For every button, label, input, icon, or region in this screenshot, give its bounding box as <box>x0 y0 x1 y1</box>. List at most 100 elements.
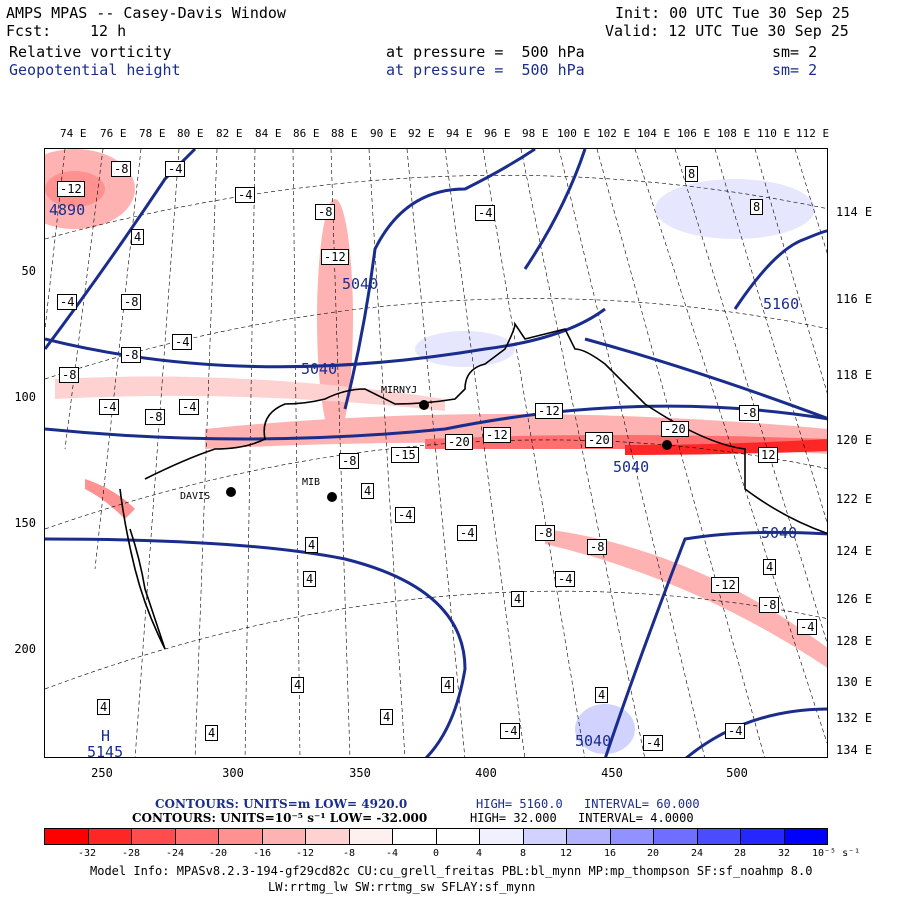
colorbar-segment <box>741 829 785 844</box>
vort-label: -8 <box>535 525 556 541</box>
vort-label: 8 <box>750 199 764 215</box>
vort-label: 4 <box>305 537 319 553</box>
top-tick-label: 108 E <box>717 127 751 140</box>
vort-label: -4 <box>797 619 818 635</box>
top-tick-label: 104 E <box>637 127 671 140</box>
vort-label: -20 <box>661 421 689 437</box>
colorbar-segment <box>45 829 89 844</box>
vort-label: 4 <box>511 591 525 607</box>
meridian-line <box>596 149 765 757</box>
vort-label: -4 <box>725 723 746 739</box>
left-tick-label: 50 <box>21 264 36 278</box>
vort-label: 8 <box>685 166 699 182</box>
vort-label: 4 <box>595 687 609 703</box>
meridian-line <box>194 149 218 757</box>
vort-label: -4 <box>179 399 200 415</box>
vort-label: -4 <box>172 334 193 350</box>
meridian-line <box>64 149 104 450</box>
height-label: 5040 <box>613 458 649 476</box>
vort-label: 4 <box>380 709 394 725</box>
bottom-tick-label: 450 <box>601 766 623 780</box>
vorticity-shade <box>545 529 827 668</box>
height-contour <box>45 537 467 757</box>
height-contour-high: HIGH= 5160.0 <box>476 797 563 811</box>
meridian-line <box>45 149 66 330</box>
height-contour <box>584 337 827 420</box>
left-tick-label: 100 <box>14 390 36 404</box>
graticule <box>45 149 827 757</box>
top-tick-label: 106 E <box>677 127 711 140</box>
high-marker: H <box>101 727 110 745</box>
bottom-tick-label: 250 <box>91 766 113 780</box>
parallel-line <box>45 439 827 530</box>
vort-label: -4 <box>500 723 521 739</box>
field2-level: at pressure = 500 hPa <box>386 61 585 79</box>
height-contour <box>343 149 536 410</box>
colorbar-label: -28 <box>121 848 141 859</box>
vort-label: -8 <box>59 367 80 383</box>
colorbar-segment <box>784 829 827 844</box>
height-label: 5040 <box>342 275 378 293</box>
meridian-line <box>794 149 827 254</box>
parallel-line <box>45 298 827 380</box>
meridian-line <box>674 149 827 644</box>
colorbar-segment <box>436 829 480 844</box>
colorbar-segment <box>262 829 306 844</box>
colorbar-label: -8 <box>342 848 356 859</box>
bottom-tick-label: 400 <box>475 766 497 780</box>
top-tick-label: 74 E <box>60 127 87 140</box>
height-label: 5145 <box>87 743 123 758</box>
colorbar-label: -32 <box>77 848 97 859</box>
colorbar-segment <box>132 829 176 844</box>
vort-label: -4 <box>643 735 664 751</box>
vort-label: 4 <box>361 483 375 499</box>
height-label: 4890 <box>49 201 85 219</box>
field1-name: Relative vorticity <box>9 43 172 61</box>
right-tick-label: 132 E <box>836 711 873 725</box>
vort-label: 4 <box>97 699 111 715</box>
right-tick-label: 122 E <box>836 492 873 506</box>
parallel-line <box>45 590 827 690</box>
station-marker <box>327 492 337 502</box>
vort-label: -8 <box>121 294 142 310</box>
meridian-line <box>754 149 827 394</box>
top-tick-label: 102 E <box>597 127 631 140</box>
vort-label: -20 <box>445 434 473 450</box>
colorbar-segment <box>480 829 524 844</box>
station-marker <box>226 487 236 497</box>
valid-time: Valid: 12 UTC Tue 30 Sep 25 <box>605 22 849 40</box>
right-tick-label: 128 E <box>836 634 873 648</box>
colorbar-units: 10⁻⁵ s⁻¹ <box>812 848 861 859</box>
colorbar-label: 32 <box>777 848 791 859</box>
colorbar-label: 0 <box>432 848 440 859</box>
height-contour <box>685 707 827 757</box>
colorbar-segment <box>697 829 741 844</box>
vorticity-shade <box>55 376 445 411</box>
station-marker <box>419 400 429 410</box>
map-panel[interactable]: MIRNYJ MIB DAVIS 4890 5040 5040 5160 504… <box>44 148 828 758</box>
vort-label: -12 <box>57 181 85 197</box>
meridian-line <box>244 149 256 757</box>
colorbar-segment <box>88 829 132 844</box>
right-tick-label: 118 E <box>836 368 873 382</box>
model-info-line2: LW:rrtmg_lw SW:rrtmg_sw SFLAY:sf_mynn <box>268 880 536 894</box>
station-label: MIRNYJ <box>381 385 417 396</box>
colorbar-segment <box>523 829 567 844</box>
colorbar-segment <box>393 829 437 844</box>
vort-label: 4 <box>763 559 777 575</box>
map-canvas: MIRNYJ MIB DAVIS 4890 5040 5040 5160 504… <box>45 149 827 758</box>
vort-label: -4 <box>457 525 478 541</box>
right-tick-label: 116 E <box>836 292 873 306</box>
parallel-line <box>45 175 827 240</box>
vort-label: -12 <box>483 427 511 443</box>
bottom-tick-label: 500 <box>726 766 748 780</box>
vort-label: 4 <box>291 677 305 693</box>
top-tick-label: 84 E <box>255 127 282 140</box>
bottom-tick-label: 350 <box>349 766 371 780</box>
colorbar-label: -12 <box>295 848 315 859</box>
colorbar-label: -24 <box>165 848 185 859</box>
vort-label: -8 <box>739 405 760 421</box>
vort-label: -4 <box>555 571 576 587</box>
coastline-path <box>119 488 166 650</box>
colorbar-label: -4 <box>385 848 399 859</box>
